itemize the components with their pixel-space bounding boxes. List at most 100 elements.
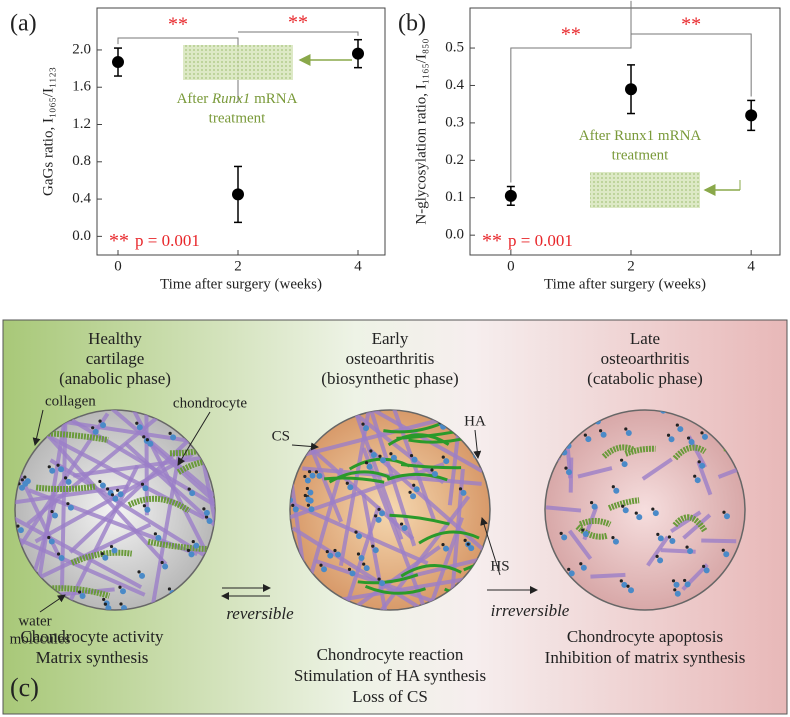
panel-label: (a): [10, 11, 37, 37]
x-tick-label: 4: [354, 258, 362, 274]
diagram-label: CS: [272, 428, 290, 444]
bracket: [631, 33, 752, 97]
water-molecule: [413, 486, 420, 493]
water-h: [700, 431, 704, 435]
stage-title: Healthy: [88, 329, 142, 348]
water-h: [167, 587, 172, 591]
water-h: [91, 426, 95, 430]
water-molecule: [621, 581, 628, 588]
water-molecule: [363, 425, 370, 432]
water-molecule: [625, 429, 632, 436]
diagram-label: molecules: [10, 631, 71, 647]
transition-label: irreversible: [491, 601, 570, 620]
water-h: [655, 554, 659, 558]
water-molecule: [363, 565, 370, 572]
water-h: [589, 500, 594, 505]
water-molecule: [292, 506, 299, 513]
bracket: [238, 31, 359, 36]
water-h: [567, 567, 571, 571]
water-molecule: [694, 477, 701, 484]
water-h: [685, 545, 689, 549]
proteoglycan: [47, 430, 109, 443]
water-h: [598, 429, 603, 433]
water-molecule: [105, 605, 112, 610]
y-tick-label: 1.6: [72, 79, 91, 95]
water-h: [611, 536, 615, 540]
water-h: [377, 507, 381, 511]
water-molecule: [723, 513, 730, 520]
water-molecule: [668, 436, 675, 443]
water-molecule: [65, 478, 72, 485]
water-h: [142, 504, 147, 508]
water-molecule: [687, 548, 694, 555]
collagen-fiber: [147, 449, 182, 610]
treatment-box: [590, 172, 700, 208]
water-h: [145, 438, 149, 442]
water-h: [47, 465, 51, 469]
stage-title: Late: [630, 329, 660, 348]
significance: **: [168, 14, 188, 36]
water-h: [361, 422, 365, 426]
collagen-fiber: [68, 427, 203, 554]
proteoglycan: [578, 517, 612, 528]
water-h: [116, 488, 120, 492]
water-h: [291, 503, 295, 507]
water-h: [378, 454, 382, 458]
water-molecule: [600, 431, 607, 438]
water-molecule: [612, 538, 619, 545]
proteoglycan: [357, 573, 419, 585]
water-h: [66, 502, 70, 506]
treatment-note-part: After Runx1 mRNA: [579, 128, 702, 144]
water-molecule: [136, 424, 143, 431]
collagen-fiber: [73, 449, 215, 478]
water-h: [307, 470, 312, 474]
water-molecule: [92, 428, 99, 435]
panel-label: (b): [398, 11, 426, 37]
collagen-fiber: [43, 432, 206, 520]
water-h: [103, 602, 107, 606]
water-molecule: [155, 534, 162, 541]
water-h: [356, 552, 361, 556]
water-h: [389, 452, 393, 456]
data-point: [504, 189, 517, 202]
stage-circle: [544, 409, 746, 611]
water-h: [412, 483, 416, 487]
water-h: [564, 466, 568, 470]
water-molecule: [304, 477, 311, 484]
p-note: ** p = 0.001: [109, 230, 200, 252]
water-molecule: [58, 466, 65, 473]
water-h: [319, 563, 323, 567]
water-molecule: [561, 534, 568, 541]
water-molecule: [674, 590, 681, 597]
diagram-label: HS: [490, 558, 509, 574]
water-molecule: [17, 527, 24, 534]
transition-label: reversible: [226, 604, 294, 623]
water-h: [619, 579, 623, 583]
collagen-fiber: [144, 410, 149, 516]
y-tick-label: 0.4: [72, 191, 91, 207]
water-h: [581, 528, 585, 532]
water-molecule: [170, 434, 177, 441]
water-molecule: [22, 480, 29, 487]
water-molecule: [565, 469, 572, 476]
water-molecule: [111, 547, 118, 554]
water-h: [347, 567, 352, 571]
water-h: [371, 544, 375, 548]
water-molecule: [379, 457, 386, 464]
y-tick-label: 0.0: [72, 228, 91, 244]
data-point: [625, 83, 638, 96]
water-molecule: [316, 472, 323, 479]
water-molecule: [203, 509, 210, 516]
water-molecule: [305, 496, 312, 503]
collagen-fiber: [590, 572, 626, 579]
collagen-fiber: [15, 499, 143, 590]
stage-caption: Chondrocyte activity: [20, 627, 164, 646]
collagen-fiber: [568, 529, 593, 561]
treatment-note: After Runx1 mRNA: [177, 91, 298, 107]
collagen-fiber: [367, 447, 490, 570]
water-h: [98, 479, 102, 484]
water-h: [634, 511, 638, 515]
collagen-fiber: [545, 505, 582, 513]
x-tick-label: 2: [234, 258, 242, 274]
water-h: [306, 503, 311, 507]
